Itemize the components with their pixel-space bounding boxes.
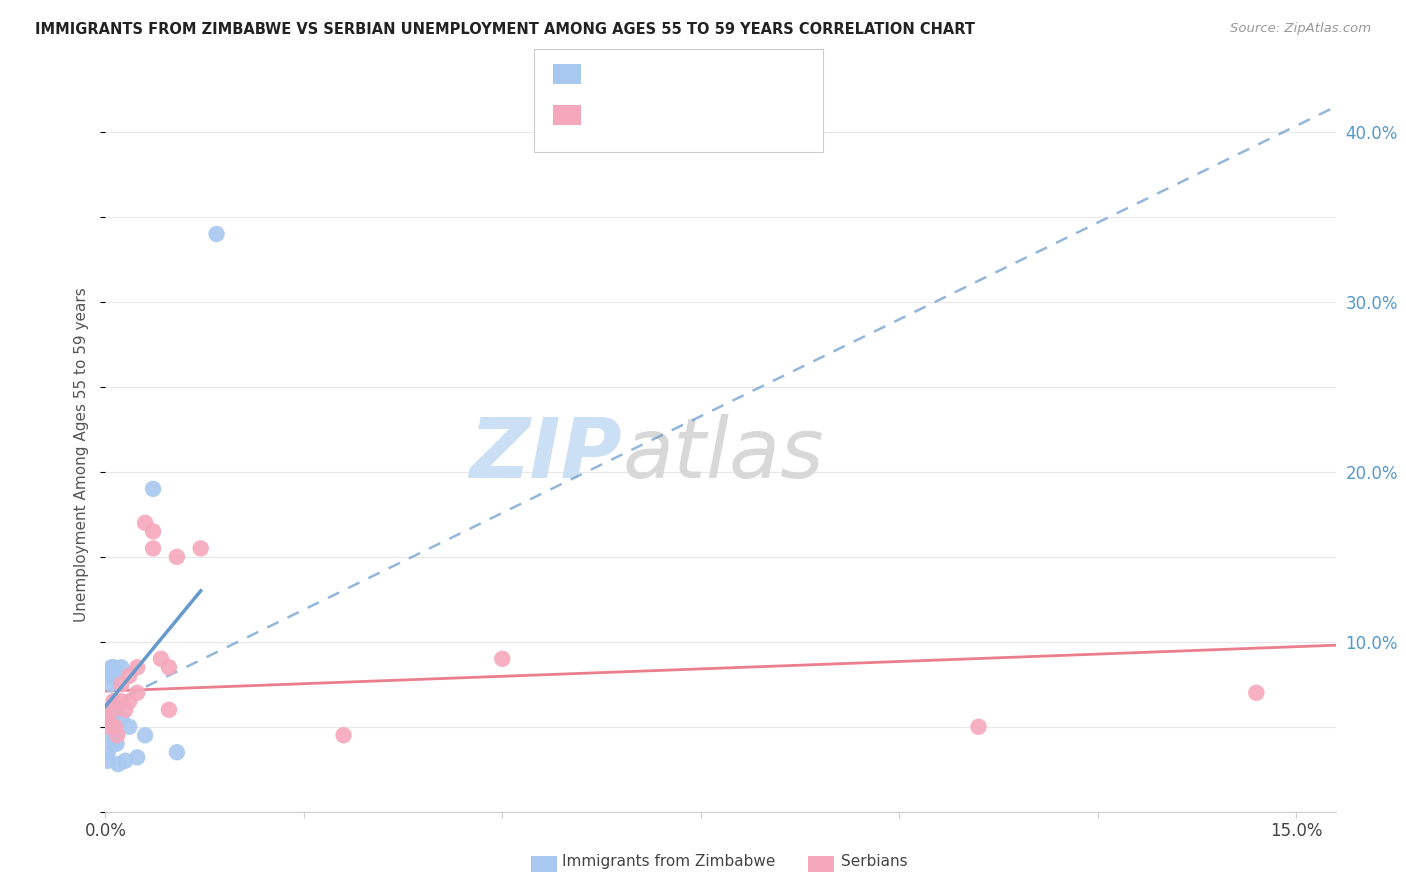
Text: atlas: atlas [621,415,824,495]
Point [97,711,120,725]
Text: R =: R = [589,64,619,79]
Point [205,227,228,241]
Point [118,720,141,734]
Point [157,660,180,674]
Point [101,703,124,717]
Point [100,677,122,691]
Point [114,703,136,717]
Point [110,711,132,725]
Point [491,652,513,666]
Text: R =: R = [589,105,619,120]
Point [103,694,125,708]
Text: 25: 25 [724,105,747,120]
Point [103,669,125,683]
Point [150,652,173,666]
Point [97,728,120,742]
Text: IMMIGRANTS FROM ZIMBABWE VS SERBIAN UNEMPLOYMENT AMONG AGES 55 TO 59 YEARS CORRE: IMMIGRANTS FROM ZIMBABWE VS SERBIAN UNEM… [35,22,976,37]
Text: 0.199: 0.199 [626,64,676,79]
Point [142,482,165,496]
Point [157,703,180,717]
Point [127,686,149,700]
Text: ZIP: ZIP [470,415,621,495]
Point [105,728,128,742]
Point [107,757,129,772]
Text: Serbians: Serbians [841,855,907,869]
Point [110,660,132,674]
Point [166,745,188,759]
Point [104,720,127,734]
Text: Immigrants from Zimbabwe: Immigrants from Zimbabwe [562,855,776,869]
Point [101,711,124,725]
Text: 0.115: 0.115 [626,105,676,120]
Text: Source: ZipAtlas.com: Source: ZipAtlas.com [1230,22,1371,36]
Point [98,720,121,734]
Point [97,745,120,759]
Point [98,669,121,683]
Y-axis label: Unemployment Among Ages 55 to 59 years: Unemployment Among Ages 55 to 59 years [75,287,90,623]
Point [103,660,125,674]
Point [101,660,124,674]
Point [110,677,132,691]
Point [98,703,121,717]
Point [114,754,136,768]
Text: N =: N = [685,64,716,79]
Text: N =: N = [685,105,716,120]
Point [967,720,990,734]
Point [134,516,156,530]
Point [103,694,125,708]
Point [127,750,149,764]
Point [105,737,128,751]
Point [97,754,120,768]
Point [134,728,156,742]
Point [105,703,128,717]
Point [118,694,141,708]
Point [142,541,165,556]
Point [104,720,127,734]
Point [110,694,132,708]
Point [166,549,188,564]
Text: 26: 26 [724,64,747,79]
Point [118,669,141,683]
Point [332,728,354,742]
Point [101,737,124,751]
Point [104,728,127,742]
Point [127,660,149,674]
Point [190,541,212,556]
Point [142,524,165,539]
Point [1246,686,1268,700]
